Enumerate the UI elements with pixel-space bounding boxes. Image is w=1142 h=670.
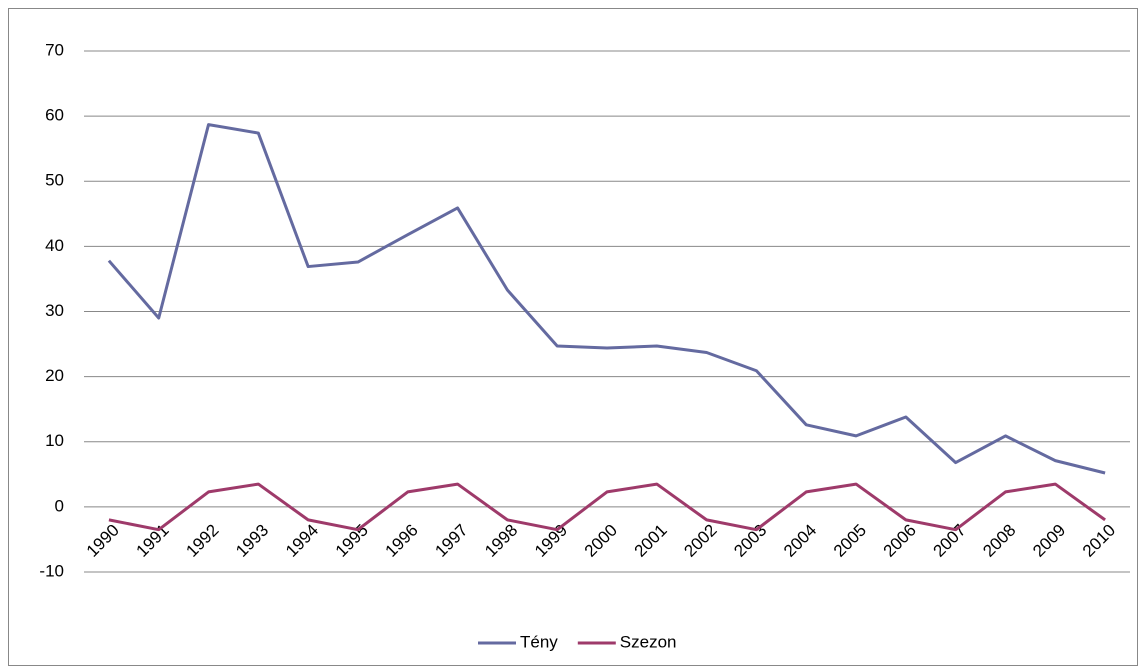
y-tick-label: 30 (45, 301, 64, 320)
y-tick-label: 50 (45, 171, 64, 190)
y-tick-label: 60 (45, 106, 64, 125)
y-tick-label: 70 (45, 40, 64, 59)
y-tick-label: 20 (45, 366, 64, 385)
y-tick-label: 40 (45, 236, 64, 255)
series-line (107, 123, 1106, 475)
chart-border (8, 8, 1138, 666)
y-tick-label: 10 (45, 431, 64, 450)
legend-label: Szezon (620, 632, 677, 651)
y-tick-label: -10 (39, 561, 64, 580)
legend-label: Tény (520, 632, 558, 651)
y-tick-label: 0 (55, 496, 64, 515)
series-line (108, 482, 1106, 532)
